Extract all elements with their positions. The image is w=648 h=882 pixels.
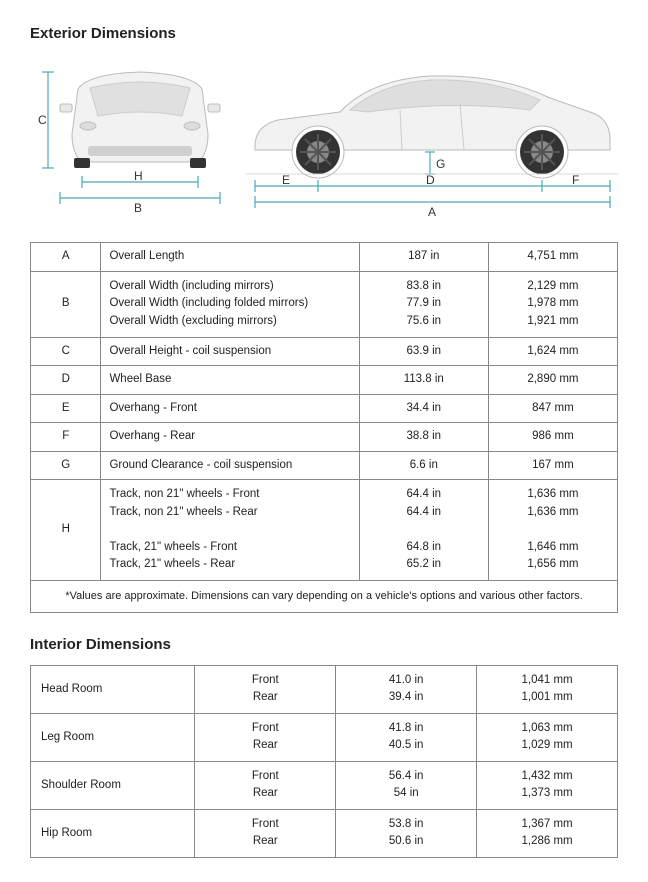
dim-label: Overall Length xyxy=(101,243,359,272)
int-position: FrontRear xyxy=(195,713,336,761)
table-row: HTrack, non 21" wheels - FrontTrack, non… xyxy=(31,480,618,581)
interior-table: Head RoomFrontRear41.0 in39.4 in1,041 mm… xyxy=(30,665,618,858)
dim-inches: 63.9 in xyxy=(359,337,488,366)
dim-mm: 1,624 mm xyxy=(488,337,617,366)
table-row: DWheel Base113.8 in2,890 mm xyxy=(31,366,618,395)
dim-inches: 6.6 in xyxy=(359,451,488,480)
label-c: C xyxy=(38,113,47,127)
table-row: Shoulder RoomFrontRear56.4 in54 in1,432 … xyxy=(31,761,618,809)
dim-mm: 1,636 mm1,636 mm 1,646 mm1,656 mm xyxy=(488,480,617,581)
table-row: COverall Height - coil suspension63.9 in… xyxy=(31,337,618,366)
table-row: GGround Clearance - coil suspension6.6 i… xyxy=(31,451,618,480)
table-row: AOverall Length187 in4,751 mm xyxy=(31,243,618,272)
exterior-table: AOverall Length187 in4,751 mmBOverall Wi… xyxy=(30,242,618,612)
dim-label: Overhang - Rear xyxy=(101,423,359,452)
dim-mm: 2,129 mm1,978 mm1,921 mm xyxy=(488,271,617,337)
dim-key: F xyxy=(31,423,101,452)
dim-key: D xyxy=(31,366,101,395)
table-row: EOverhang - Front34.4 in847 mm xyxy=(31,394,618,423)
int-inches: 56.4 in54 in xyxy=(336,761,477,809)
dim-mm: 847 mm xyxy=(488,394,617,423)
label-f: F xyxy=(572,173,579,187)
dim-mm: 2,890 mm xyxy=(488,366,617,395)
int-position: FrontRear xyxy=(195,761,336,809)
side-view: G E D F A xyxy=(246,76,618,219)
label-d: D xyxy=(426,173,435,187)
table-footnote-row: *Values are approximate. Dimensions can … xyxy=(31,580,618,612)
dim-label: Wheel Base xyxy=(101,366,359,395)
footnote: *Values are approximate. Dimensions can … xyxy=(31,580,618,612)
table-row: Leg RoomFrontRear41.8 in40.5 in1,063 mm1… xyxy=(31,713,618,761)
dim-label: Overhang - Front xyxy=(101,394,359,423)
dim-key: G xyxy=(31,451,101,480)
int-mm: 1,367 mm1,286 mm xyxy=(477,809,618,857)
int-position: FrontRear xyxy=(195,665,336,713)
int-mm: 1,063 mm1,029 mm xyxy=(477,713,618,761)
dim-label: Ground Clearance - coil suspension xyxy=(101,451,359,480)
dim-key: C xyxy=(31,337,101,366)
front-view: C H B xyxy=(38,72,220,215)
exterior-heading: Exterior Dimensions xyxy=(30,24,618,44)
dim-inches: 34.4 in xyxy=(359,394,488,423)
table-row: BOverall Width (including mirrors)Overal… xyxy=(31,271,618,337)
int-mm: 1,432 mm1,373 mm xyxy=(477,761,618,809)
interior-heading: Interior Dimensions xyxy=(30,635,618,655)
int-position: FrontRear xyxy=(195,809,336,857)
dim-inches: 83.8 in77.9 in75.6 in xyxy=(359,271,488,337)
label-b: B xyxy=(134,201,142,215)
dim-label: Overall Height - coil suspension xyxy=(101,337,359,366)
dim-inches: 187 in xyxy=(359,243,488,272)
dim-mm: 167 mm xyxy=(488,451,617,480)
table-row: FOverhang - Rear38.8 in986 mm xyxy=(31,423,618,452)
dim-mm: 986 mm xyxy=(488,423,617,452)
dim-mm: 4,751 mm xyxy=(488,243,617,272)
int-inches: 41.8 in40.5 in xyxy=(336,713,477,761)
dim-key: A xyxy=(31,243,101,272)
dim-key: E xyxy=(31,394,101,423)
dim-label: Overall Width (including mirrors)Overall… xyxy=(101,271,359,337)
int-inches: 41.0 in39.4 in xyxy=(336,665,477,713)
int-mm: 1,041 mm1,001 mm xyxy=(477,665,618,713)
dim-label: Track, non 21" wheels - FrontTrack, non … xyxy=(101,480,359,581)
int-label: Shoulder Room xyxy=(31,761,195,809)
table-row: Head RoomFrontRear41.0 in39.4 in1,041 mm… xyxy=(31,665,618,713)
label-h: H xyxy=(134,169,143,183)
dimension-diagram: C H B xyxy=(30,54,618,224)
int-inches: 53.8 in50.6 in xyxy=(336,809,477,857)
int-label: Leg Room xyxy=(31,713,195,761)
dim-key: H xyxy=(31,480,101,581)
label-e: E xyxy=(282,173,290,187)
dim-key: B xyxy=(31,271,101,337)
label-a: A xyxy=(428,205,436,219)
dim-inches: 64.4 in64.4 in 64.8 in65.2 in xyxy=(359,480,488,581)
table-row: Hip RoomFrontRear53.8 in50.6 in1,367 mm1… xyxy=(31,809,618,857)
int-label: Head Room xyxy=(31,665,195,713)
int-label: Hip Room xyxy=(31,809,195,857)
label-g: G xyxy=(436,157,445,171)
dim-inches: 113.8 in xyxy=(359,366,488,395)
dim-inches: 38.8 in xyxy=(359,423,488,452)
